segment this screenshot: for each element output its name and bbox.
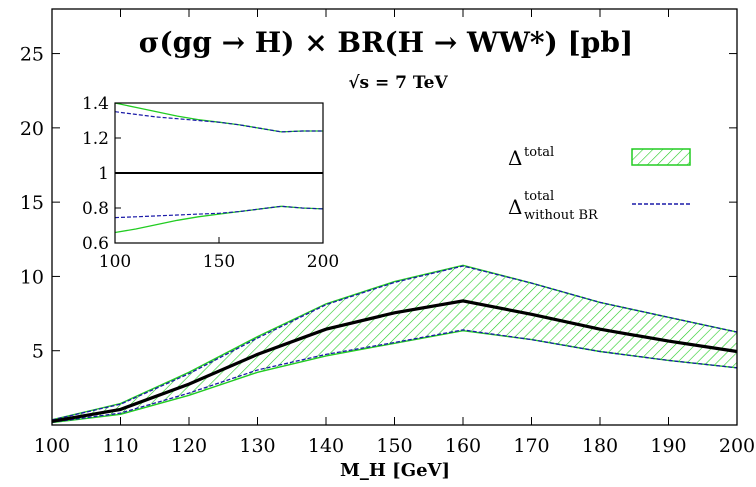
legend: Δ total Δ total without BR [508, 145, 691, 223]
inset-y-tick-label: 1.2 [82, 129, 109, 149]
chart-subtitle: √s = 7 TeV [348, 73, 448, 93]
central-line [51, 299, 738, 423]
inset-total-lower [114, 205, 324, 234]
inset-y-tick-label: 1 [98, 164, 109, 184]
x-tick-label: 190 [650, 435, 686, 457]
legend-band-label: Δ [508, 146, 522, 170]
x-tick-label: 110 [102, 435, 138, 457]
inset-dashed-upper [114, 111, 323, 133]
inset-y-tick-label: 0.6 [82, 234, 109, 254]
inset-y-tick-label: 0.8 [82, 199, 109, 219]
x-tick-label: 160 [445, 435, 481, 457]
x-tick-label: 150 [376, 435, 412, 457]
x-tick-label: 130 [239, 435, 275, 457]
y-tick-label: 20 [20, 118, 44, 140]
y-tick-label: 5 [32, 341, 44, 363]
x-tick-label: 170 [513, 435, 549, 457]
x-tick-label: 200 [719, 435, 755, 457]
inset-x-tick-label: 200 [307, 252, 339, 272]
x-tick-label: 100 [34, 435, 70, 457]
legend-band-swatch [631, 148, 691, 166]
legend-line-sup: total [524, 189, 554, 204]
legend-band-sup: total [524, 145, 554, 160]
inset-y-tick-label: 1.4 [82, 94, 109, 114]
inset-x-tick-label: 100 [99, 252, 131, 272]
y-tick-label: 10 [20, 266, 44, 288]
x-tick-label: 140 [308, 435, 344, 457]
y-tick-label: 25 [20, 44, 44, 66]
y-tick-label: 15 [20, 192, 44, 214]
legend-line-label: Δ [508, 195, 522, 219]
main-plot: 100 110 120 130 140 150 160 170 180 190 2005101520… [20, 8, 755, 457]
inset-x-tick-label: 150 [203, 252, 235, 272]
inset-dashed-lower [114, 205, 324, 219]
legend-line-sub: without BR [524, 208, 599, 223]
x-axis-label: M_H [GeV] [340, 460, 450, 481]
inset-plot: 100 150 200 0.6 0.8 1 1.2 1.4 [82, 94, 339, 272]
dashed-lower-line [51, 329, 738, 423]
chart-title: σ(gg → H) × BR(H → WW*) [pb] [139, 26, 633, 59]
x-tick-label: 120 [171, 435, 207, 457]
dashed-upper-line [51, 265, 738, 421]
x-tick-label: 180 [582, 435, 618, 457]
